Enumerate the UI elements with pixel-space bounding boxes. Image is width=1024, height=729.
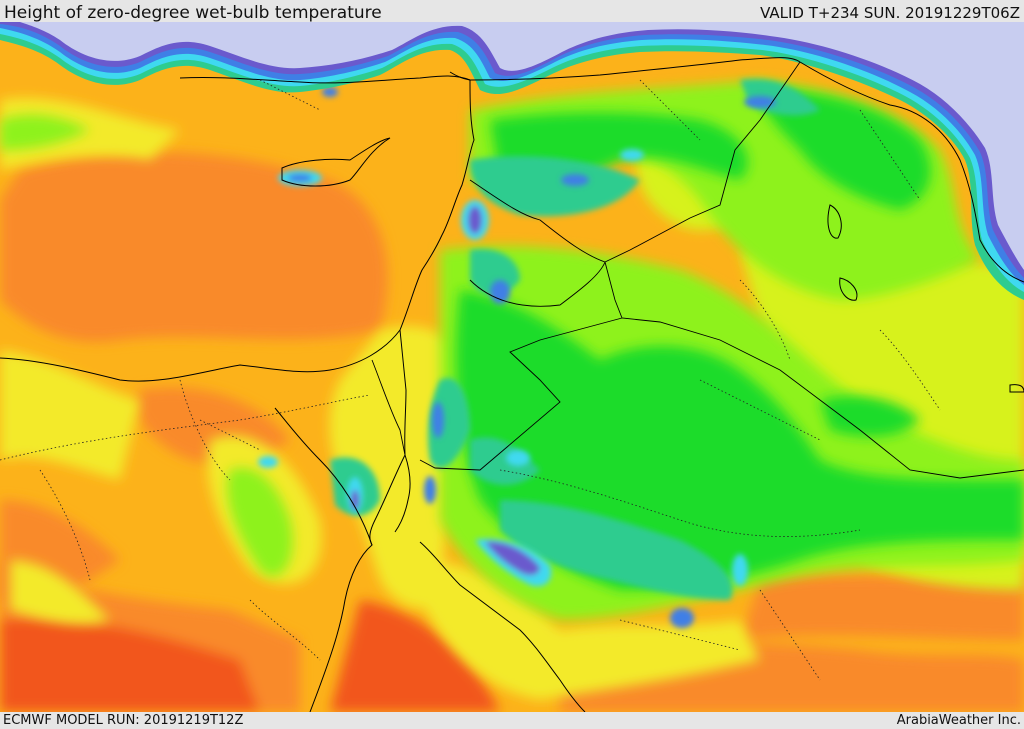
header-bar: Height of zero-degree wet-bulb temperatu…	[0, 0, 1024, 23]
weather-map[interactable]	[0, 22, 1024, 712]
admin-borders	[0, 79, 941, 681]
coastlines	[0, 57, 1024, 712]
credit-label: ArabiaWeather Inc.	[896, 713, 1021, 728]
field-red-orange	[0, 560, 1024, 712]
model-run-label: ECMWF MODEL RUN: 20191219T12Z	[3, 713, 244, 728]
field-dark-orange	[0, 151, 388, 600]
footer-bar: ECMWF MODEL RUN: 20191219T12Z ArabiaWeat…	[0, 712, 1024, 729]
map-canvas	[0, 22, 1024, 712]
field-cold-spots	[258, 87, 776, 628]
field-north-edge	[0, 22, 1024, 300]
country-borders	[371, 61, 1024, 479]
field-teal	[330, 79, 820, 600]
map-title: Height of zero-degree wet-bulb temperatu…	[4, 3, 382, 23]
valid-time: VALID T+234 SUN. 20191229T06Z	[760, 4, 1020, 22]
